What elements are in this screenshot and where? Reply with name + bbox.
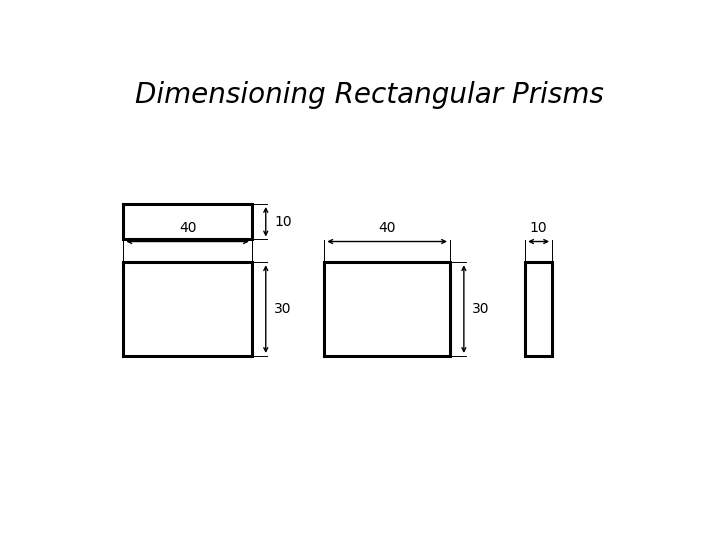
Text: 40: 40 <box>179 221 197 235</box>
Text: 40: 40 <box>379 221 396 235</box>
Bar <box>526 262 552 356</box>
Bar <box>324 262 450 356</box>
Text: 30: 30 <box>472 302 490 316</box>
Text: 30: 30 <box>274 302 292 316</box>
Bar <box>124 204 252 239</box>
Text: Dimensioning Rectangular Prisms: Dimensioning Rectangular Prisms <box>135 82 603 110</box>
Text: 10: 10 <box>530 221 547 235</box>
Text: 10: 10 <box>274 215 292 229</box>
Bar <box>124 262 252 356</box>
